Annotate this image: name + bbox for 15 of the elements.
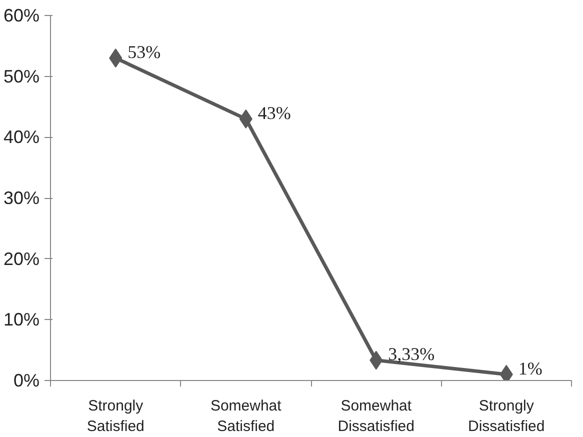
x-tick-label: Strongly Dissatisfied <box>468 398 545 435</box>
y-tick-label: 20% <box>3 248 40 269</box>
y-tick-label: 30% <box>3 188 40 208</box>
data-label: 1% <box>518 358 542 378</box>
y-tick-label: 0% <box>13 370 40 390</box>
y-tick-label: 40% <box>3 127 40 148</box>
y-tick-label: 60% <box>3 6 40 26</box>
x-tick-label: Somewhat Dissatisfied <box>338 398 414 435</box>
y-tick-label: 50% <box>3 66 40 86</box>
data-label: 43% <box>258 102 291 123</box>
x-tick-label: Somewhat Satisfied <box>210 398 282 435</box>
y-tick-label: 10% <box>3 310 40 330</box>
x-tick-label: Strongly Satisfied <box>86 398 144 435</box>
data-label: 53% <box>128 42 161 62</box>
data-label: 3,33% <box>388 344 435 364</box>
